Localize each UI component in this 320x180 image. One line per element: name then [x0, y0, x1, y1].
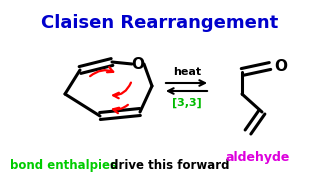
Text: bond enthalpies: bond enthalpies	[10, 159, 117, 172]
Text: heat: heat	[173, 67, 201, 77]
Text: O: O	[132, 57, 145, 71]
Text: drive this forward: drive this forward	[106, 159, 229, 172]
Text: [3,3]: [3,3]	[172, 98, 202, 108]
Text: aldehyde: aldehyde	[226, 152, 290, 165]
Text: O: O	[274, 58, 287, 73]
Text: Claisen Rearrangement: Claisen Rearrangement	[41, 14, 279, 32]
